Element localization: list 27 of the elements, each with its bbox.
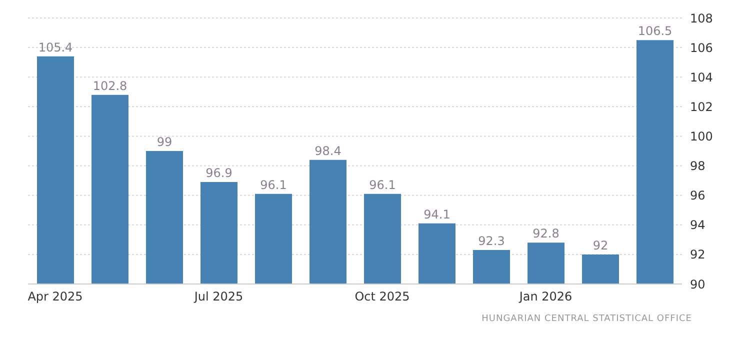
y-tick-label: 92 <box>690 248 706 262</box>
data-label: 98.4 <box>314 144 342 158</box>
data-label: 102.8 <box>92 78 128 93</box>
y-tick-label: 102 <box>690 100 713 114</box>
y-tick-label: 96 <box>690 188 706 203</box>
data-label: 92 <box>592 238 608 252</box>
y-tick-label: 108 <box>690 11 713 26</box>
data-label: 94.1 <box>424 207 450 222</box>
x-tick-label: Apr 2025 <box>28 290 83 304</box>
data-label: 96.1 <box>260 178 287 192</box>
y-tick-label: 104 <box>690 70 713 84</box>
data-label: 96.1 <box>369 178 396 192</box>
data-label: 99 <box>156 135 172 149</box>
x-tick-label: Oct 2025 <box>354 290 410 304</box>
data-label: 96.9 <box>206 166 232 180</box>
y-tick-label: 106 <box>690 40 713 55</box>
data-label: 92.3 <box>478 234 505 248</box>
y-tick-label: 98 <box>690 159 706 174</box>
data-label: 105.4 <box>38 40 73 54</box>
x-tick-label: Jul 2025 <box>193 290 244 304</box>
y-tick-label: 90 <box>690 277 706 292</box>
y-tick-label: 100 <box>690 129 713 144</box>
y-tick-label: 94 <box>690 218 706 232</box>
data-label: 92.8 <box>532 226 560 241</box>
x-tick-label: Jan 2026 <box>518 290 572 304</box>
data-label: 106.5 <box>638 24 672 38</box>
text: HUNGARIAN CENTRAL STATISTICAL OFFICE <box>482 314 692 324</box>
